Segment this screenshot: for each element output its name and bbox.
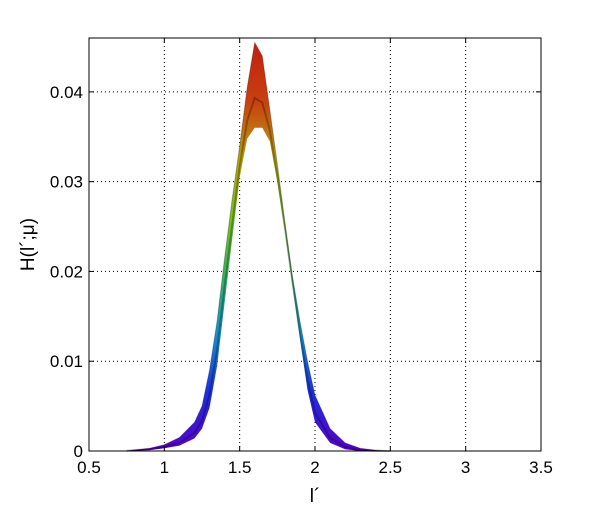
x-tick-label: 1 xyxy=(160,458,169,477)
ticks xyxy=(88,38,542,452)
y-tick-label: 0 xyxy=(74,442,83,461)
grid xyxy=(89,38,541,451)
series-band-0 xyxy=(126,42,391,451)
x-tick-label: 0.5 xyxy=(77,458,101,477)
x-tick-label: 3.5 xyxy=(529,458,553,477)
y-tick-labels: 0 0.01 0.02 0.03 0.04 xyxy=(50,83,83,461)
x-tick-labels: 0.5 1 1.5 2 2.5 3 3.5 xyxy=(77,458,553,477)
x-tick-label: 2.5 xyxy=(379,458,403,477)
x-axis-label: l´ xyxy=(310,486,321,507)
series-shade-line-0 xyxy=(126,96,391,452)
series-upper-line-0 xyxy=(126,41,391,452)
y-tick-label: 0.01 xyxy=(50,352,83,371)
y-tick-label: 0.02 xyxy=(50,262,83,281)
plot-area xyxy=(126,41,391,452)
x-tick-label: 1.5 xyxy=(228,458,252,477)
y-tick-label: 0.04 xyxy=(50,83,83,102)
y-tick-label: 0.03 xyxy=(50,173,83,192)
x-tick-label: 3 xyxy=(461,458,470,477)
y-axis-label: H(l´;μ) xyxy=(18,218,39,271)
x-tick-label: 2 xyxy=(310,458,319,477)
plot-frame xyxy=(88,37,542,452)
